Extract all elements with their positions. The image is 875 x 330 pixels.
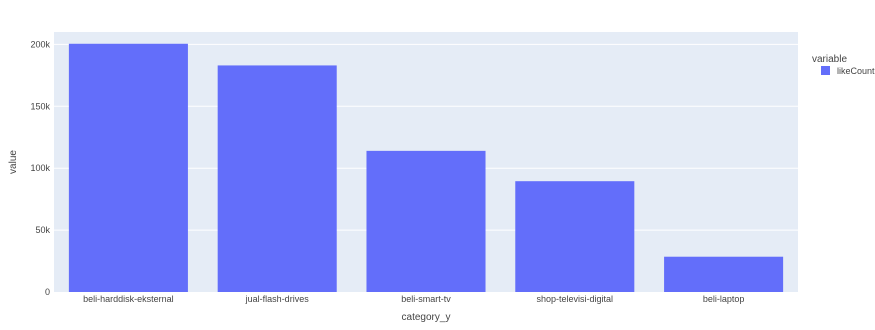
- x-tick-label: beli-smart-tv: [401, 294, 451, 304]
- bar-beli-laptop[interactable]: [664, 256, 784, 292]
- y-axis-ticks: 0 50k 100k 150k 200k: [30, 39, 50, 297]
- x-tick-label: beli-harddisk-eksternal: [83, 294, 174, 304]
- bar-shop-televisi-digital[interactable]: [515, 181, 635, 292]
- legend-title: variable: [812, 54, 847, 65]
- y-tick-label: 50k: [35, 225, 50, 235]
- legend-label-likecount[interactable]: likeCount: [837, 66, 875, 76]
- y-tick-label: 150k: [30, 101, 50, 111]
- x-axis-ticks: beli-harddisk-eksternal jual-flash-drives…: [83, 294, 744, 304]
- legend-swatch-likecount: [821, 66, 830, 75]
- x-tick-label: jual-flash-drives: [245, 294, 310, 304]
- x-axis-title: category_y: [402, 312, 451, 323]
- bar-beli-smart-tv[interactable]: [366, 150, 486, 292]
- x-tick-label: beli-laptop: [703, 294, 745, 304]
- bar-jual-flash-drives[interactable]: [217, 65, 337, 292]
- y-tick-label: 0: [45, 287, 50, 297]
- y-axis-title: value: [8, 150, 19, 174]
- x-tick-label: shop-televisi-digital: [537, 294, 614, 304]
- y-tick-label: 200k: [30, 39, 50, 49]
- bar-beli-harddisk-eksternal[interactable]: [68, 43, 188, 293]
- legend[interactable]: variable likeCount: [812, 54, 875, 76]
- y-tick-label: 100k: [30, 163, 50, 173]
- bars: [68, 43, 784, 293]
